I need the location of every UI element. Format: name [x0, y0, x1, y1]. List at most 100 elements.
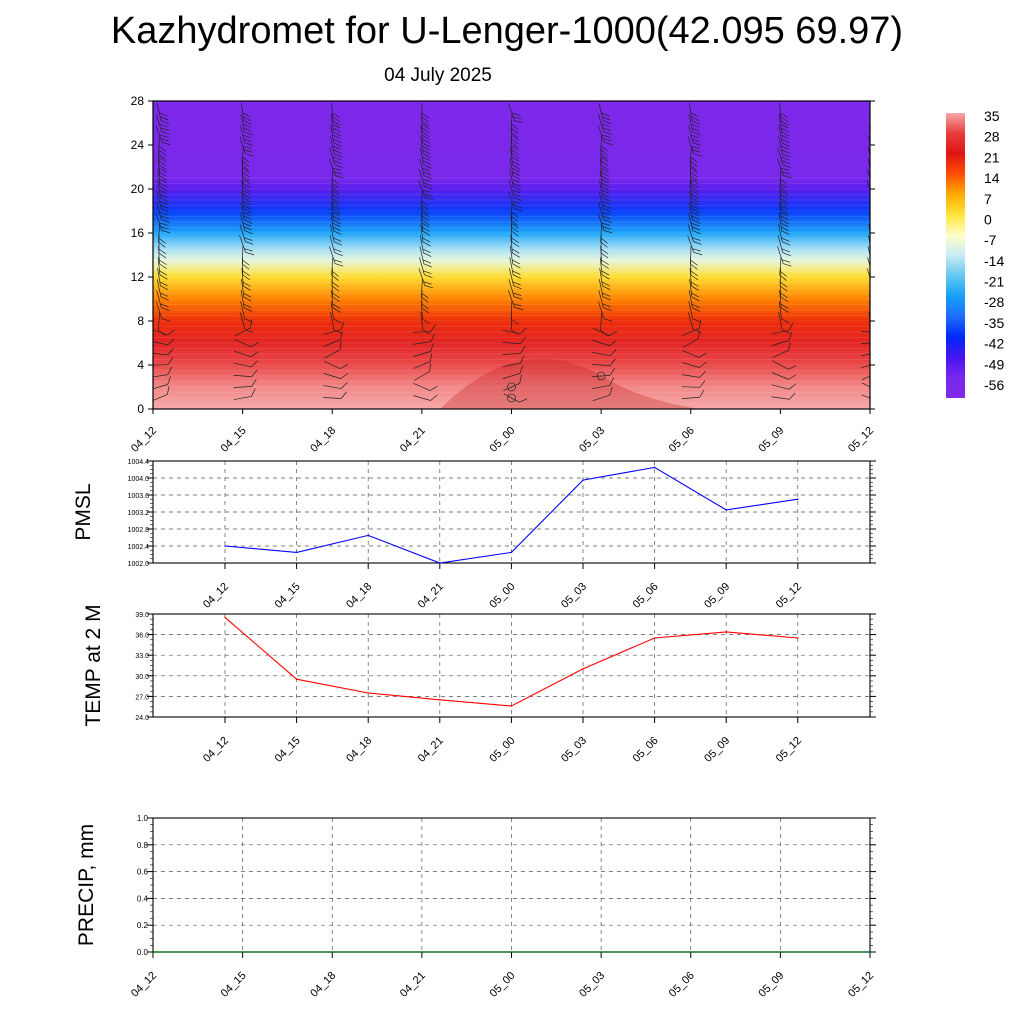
wind-barb	[503, 374, 522, 391]
barb-shaft	[509, 169, 514, 187]
wind-barb	[687, 235, 703, 256]
pmsl-point	[510, 551, 513, 554]
barb-shaft	[600, 157, 603, 177]
barb-flag	[789, 392, 796, 400]
barb-flag	[601, 182, 610, 188]
barb-flag	[511, 329, 519, 336]
barb-flag	[869, 134, 870, 140]
barb-flag	[158, 178, 167, 184]
barb-shaft	[510, 300, 513, 320]
barb-flag	[780, 281, 788, 288]
y-tick-label: 33.0	[135, 653, 149, 660]
barb-shaft	[510, 113, 513, 133]
barb-flag	[511, 167, 520, 173]
wind-barb	[510, 300, 519, 325]
barb-flag	[243, 226, 252, 231]
barb-flag	[693, 252, 703, 256]
wind-barb	[420, 212, 431, 236]
x-tick-label: 04_18	[308, 970, 338, 1000]
barb-flag	[422, 149, 431, 155]
barb-shaft	[240, 114, 245, 132]
barb-flag	[244, 219, 253, 224]
temp-2m-point	[439, 699, 441, 701]
barb-flag	[421, 296, 429, 303]
barb-shaft	[241, 146, 244, 166]
wind-barb	[600, 223, 608, 248]
barb-flag	[422, 248, 431, 253]
barb-shaft	[861, 382, 870, 392]
barb-flag	[780, 120, 789, 126]
pmsl-point	[725, 509, 727, 511]
wind-barb	[418, 180, 434, 201]
wind-barb	[323, 331, 343, 347]
barb-shaft	[592, 384, 611, 390]
barb-flag	[159, 270, 168, 276]
barb-flag	[430, 343, 434, 352]
wind-barb	[155, 213, 171, 234]
barb-shaft	[598, 103, 604, 121]
barb-flag	[331, 285, 340, 292]
barb-flag	[424, 285, 434, 289]
barb-flag	[872, 252, 880, 258]
barb-flag	[783, 263, 792, 267]
barb-flag	[512, 175, 521, 181]
barb-flag	[879, 325, 884, 332]
barb-shaft	[330, 202, 334, 220]
barb-flag	[690, 156, 698, 163]
barb-flag	[340, 363, 349, 369]
colorbar-label: 21	[984, 149, 1000, 165]
temp-2m-point	[582, 668, 584, 670]
barb-shaft	[329, 136, 335, 154]
barb-flag	[340, 391, 347, 399]
wind-barb	[331, 256, 339, 281]
barb-flag	[519, 398, 528, 403]
barb-flag	[869, 222, 870, 228]
barb-flag	[161, 318, 171, 322]
barb-flag	[604, 142, 613, 146]
barb-flag	[332, 127, 341, 133]
barb-flag	[332, 296, 340, 303]
wind-barb	[599, 257, 610, 280]
barb-flag	[333, 259, 343, 263]
barb-flag	[788, 332, 793, 341]
barb-flag	[512, 193, 521, 198]
x-tick-label: 04_21	[416, 735, 446, 765]
wind-barb	[779, 102, 789, 126]
barb-shaft	[328, 158, 336, 176]
barb-flag	[512, 171, 521, 177]
barb-flag	[869, 211, 870, 218]
barb-flag	[873, 195, 881, 202]
wind-barb	[323, 373, 348, 379]
barb-shaft	[771, 340, 790, 346]
wind-barb	[413, 394, 438, 401]
barb-flag	[422, 226, 430, 232]
barb-flag	[332, 292, 340, 299]
barb-shaft	[681, 374, 700, 378]
x-tick-label: 05_06	[667, 970, 697, 1000]
x-tick-label: 04_18	[344, 735, 374, 765]
barb-flag	[159, 204, 169, 209]
barb-shaft	[233, 375, 252, 377]
barb-flag	[602, 197, 611, 202]
barb-flag	[422, 230, 431, 236]
barb-flag	[511, 178, 520, 183]
temp-2m-point	[725, 631, 727, 633]
barb-flag	[601, 222, 610, 226]
barb-shaft	[419, 147, 424, 165]
barb-shaft	[421, 278, 423, 298]
colorbar-label: 28	[984, 129, 1000, 145]
wind-barb	[687, 224, 702, 245]
wind-barb	[779, 202, 789, 225]
barb-shaft	[508, 290, 515, 308]
barb-shaft	[156, 290, 162, 308]
barb-flag	[780, 215, 789, 221]
wind-barb	[682, 329, 700, 348]
wind-barb	[240, 103, 252, 126]
barb-flag	[779, 186, 787, 193]
barb-flag	[871, 149, 879, 155]
pmsl-point	[582, 479, 584, 481]
barb-flag	[242, 182, 251, 189]
barb-shaft	[867, 246, 870, 264]
wind-barb	[156, 103, 170, 125]
wind-barb	[510, 113, 519, 138]
